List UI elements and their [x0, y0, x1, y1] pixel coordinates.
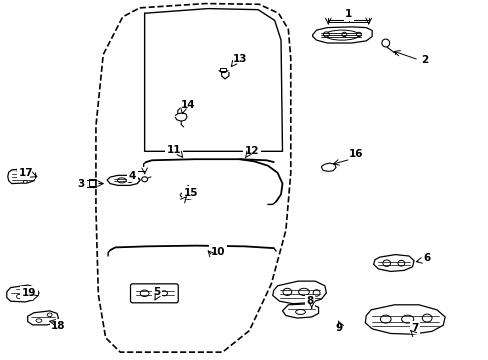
Text: 5: 5	[153, 287, 160, 297]
Ellipse shape	[312, 290, 319, 296]
Text: 12: 12	[244, 146, 259, 156]
Text: 11: 11	[166, 144, 181, 154]
Ellipse shape	[161, 291, 167, 296]
Text: 16: 16	[348, 149, 363, 159]
Text: 2: 2	[420, 55, 427, 65]
Text: 7: 7	[410, 323, 418, 333]
Ellipse shape	[23, 180, 27, 183]
Polygon shape	[373, 255, 413, 271]
Ellipse shape	[382, 260, 390, 266]
Ellipse shape	[127, 178, 133, 183]
FancyBboxPatch shape	[130, 284, 178, 303]
Ellipse shape	[341, 32, 346, 37]
Text: 1: 1	[345, 9, 352, 19]
Ellipse shape	[295, 310, 305, 315]
Polygon shape	[8, 168, 36, 184]
Text: 3: 3	[78, 179, 85, 189]
Ellipse shape	[36, 319, 42, 322]
Text: 15: 15	[183, 188, 198, 198]
Ellipse shape	[323, 32, 328, 37]
Polygon shape	[282, 304, 318, 318]
Text: 6: 6	[423, 253, 430, 263]
Polygon shape	[220, 68, 225, 71]
Ellipse shape	[422, 314, 431, 322]
Text: 14: 14	[181, 100, 195, 111]
Polygon shape	[7, 285, 39, 302]
Ellipse shape	[397, 260, 404, 266]
Text: 8: 8	[306, 296, 313, 306]
Polygon shape	[272, 281, 325, 304]
Polygon shape	[312, 27, 371, 43]
Text: 18: 18	[51, 321, 65, 330]
Ellipse shape	[142, 177, 147, 182]
Ellipse shape	[140, 290, 149, 297]
Ellipse shape	[17, 169, 22, 173]
Text: 19: 19	[22, 288, 36, 298]
Polygon shape	[107, 175, 140, 185]
Polygon shape	[365, 305, 444, 334]
Ellipse shape	[324, 30, 358, 40]
Ellipse shape	[380, 315, 390, 323]
Polygon shape	[28, 311, 58, 325]
Text: 13: 13	[232, 54, 246, 64]
Ellipse shape	[298, 288, 308, 296]
Ellipse shape	[401, 315, 413, 323]
Ellipse shape	[381, 39, 389, 47]
Text: 17: 17	[19, 168, 34, 178]
Ellipse shape	[356, 32, 361, 37]
Ellipse shape	[17, 294, 22, 299]
Ellipse shape	[117, 178, 126, 183]
Text: 9: 9	[335, 323, 343, 333]
Text: 4: 4	[128, 171, 136, 181]
Text: 10: 10	[210, 247, 224, 257]
Ellipse shape	[283, 288, 291, 296]
Ellipse shape	[47, 313, 52, 317]
